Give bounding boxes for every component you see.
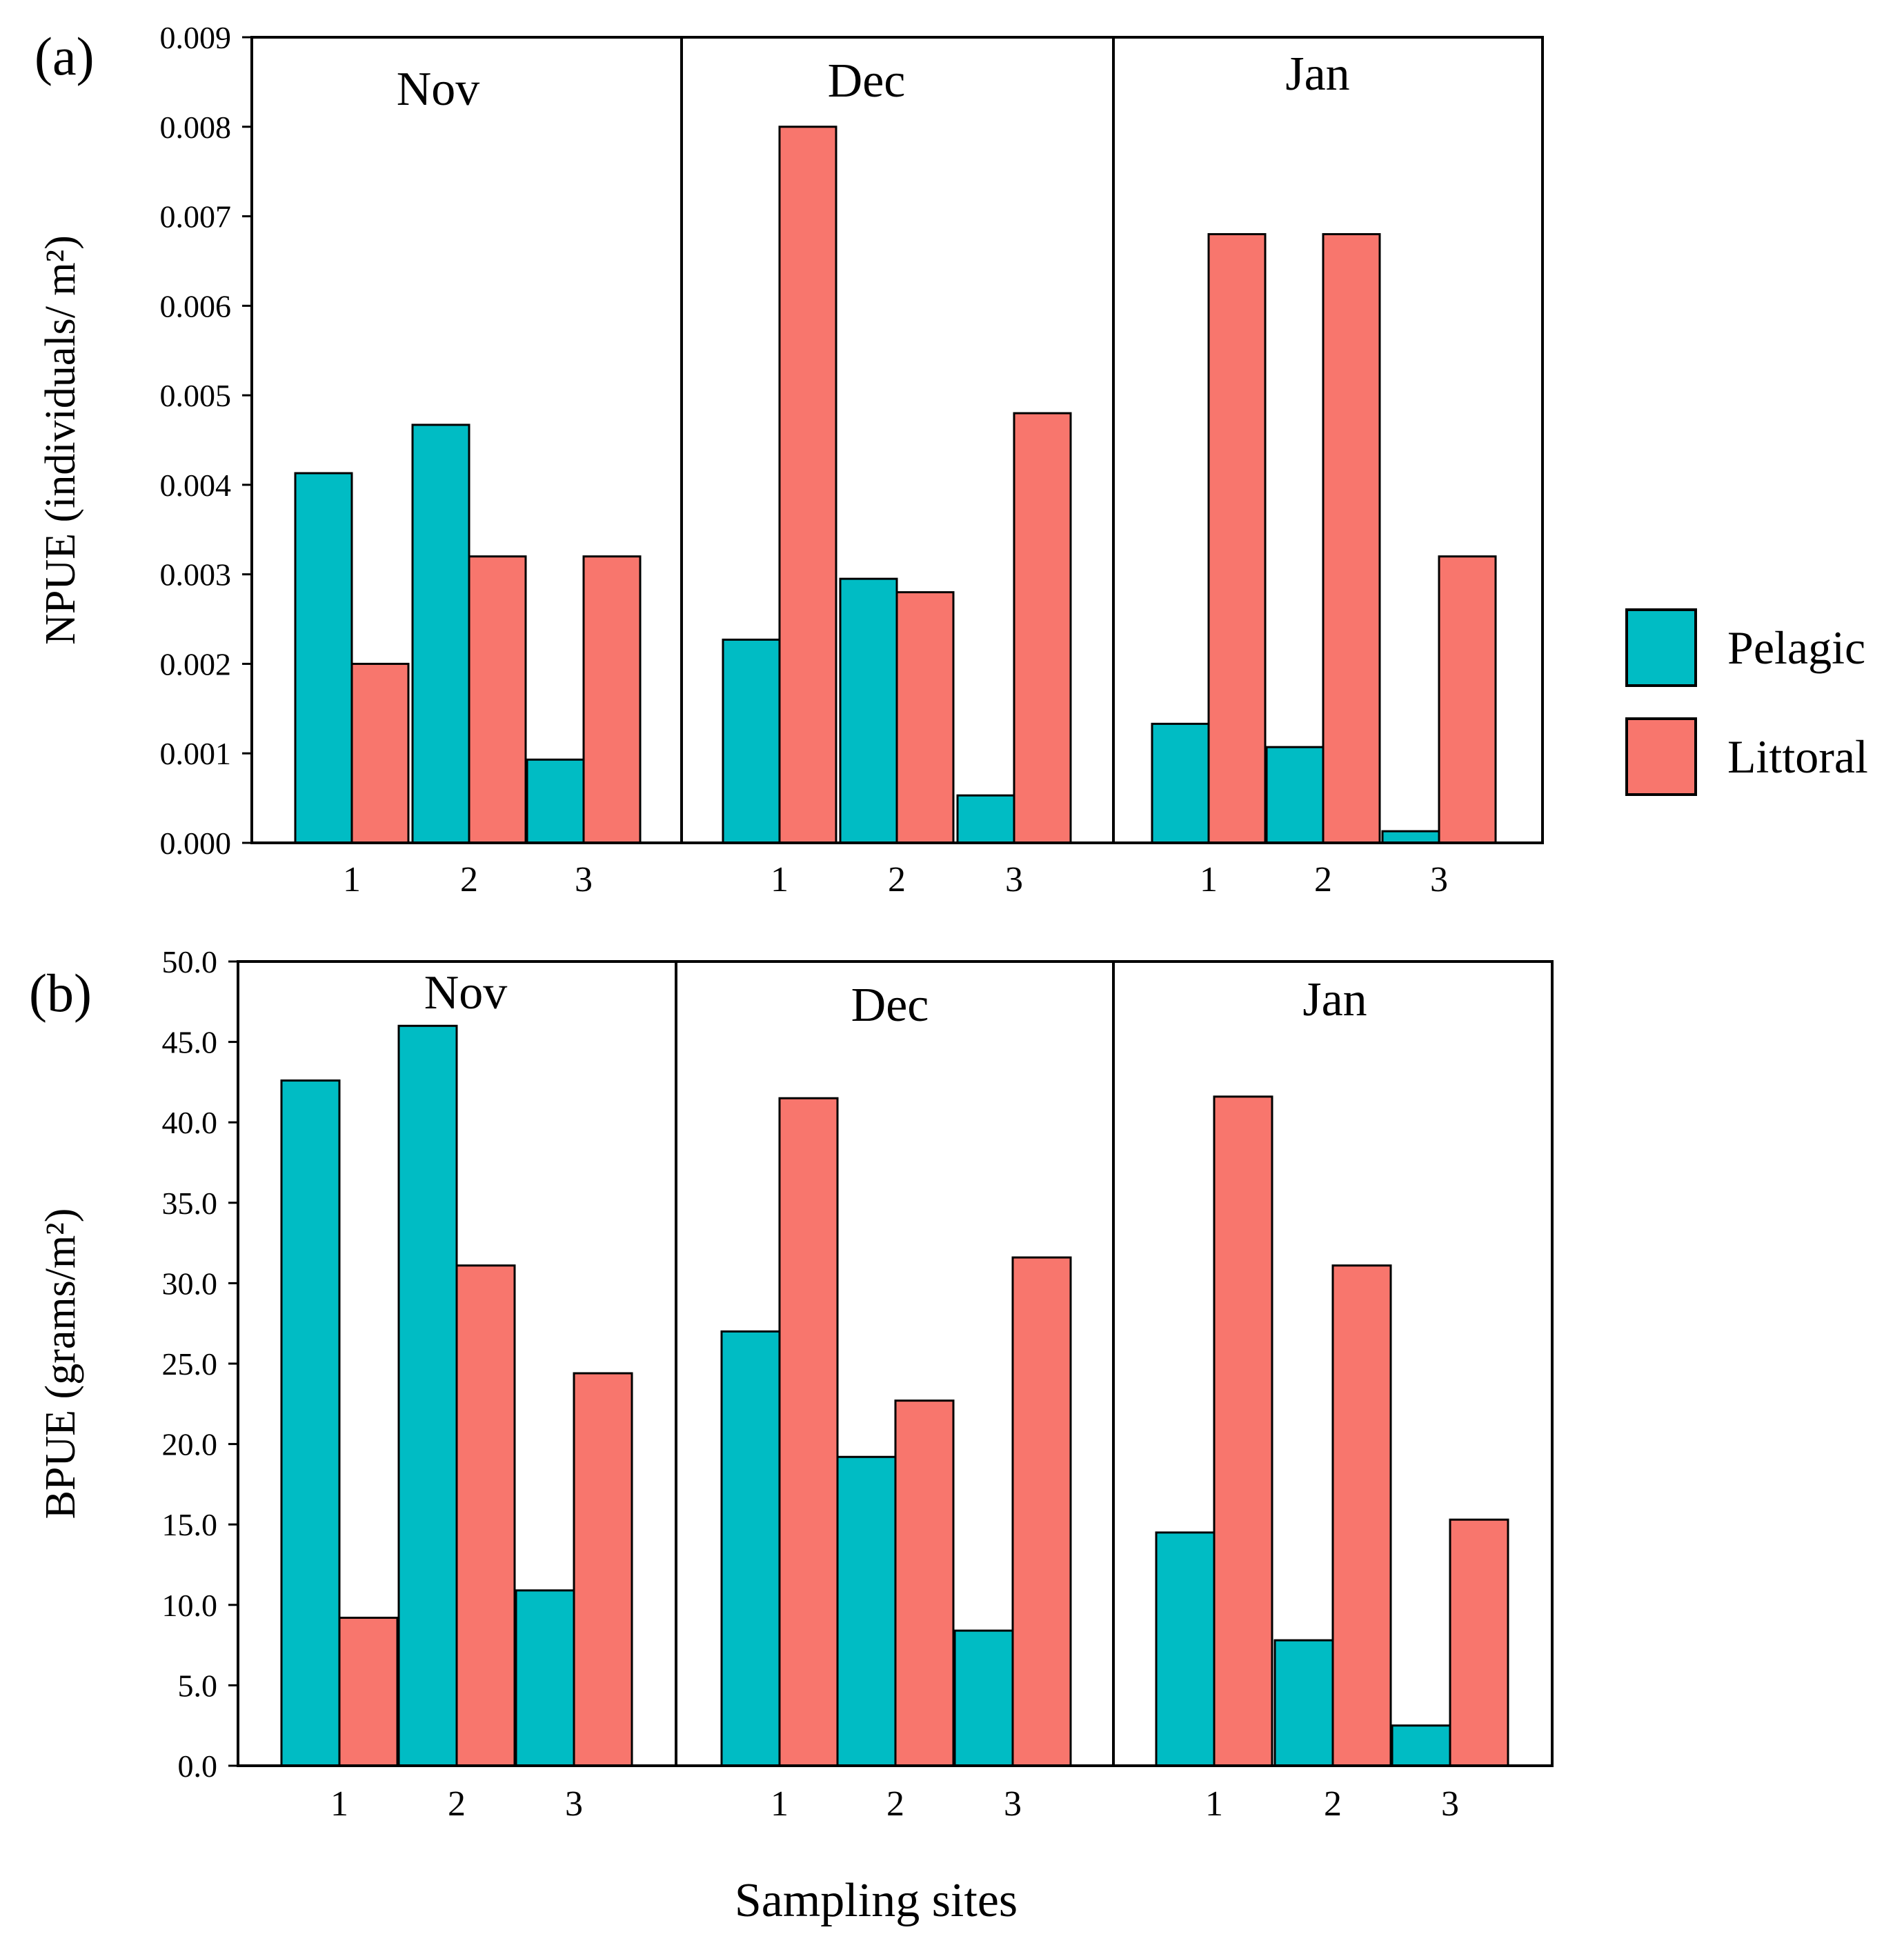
y-tick-label: 0.009 <box>160 20 232 55</box>
x-tick-label: 2 <box>1324 1784 1342 1824</box>
bar-jan-site1-littoral <box>1213 1095 1273 1767</box>
x-tick-label: 3 <box>1005 860 1023 899</box>
facet-month-label: Dec <box>828 54 906 108</box>
legend: Pelagic Littoral <box>1625 608 1868 796</box>
y-tick-label: 5.0 <box>178 1668 218 1703</box>
panel-letter: (b) <box>29 963 92 1023</box>
y-tick-label: 0.004 <box>160 468 232 503</box>
y-tick-label: 0.001 <box>160 736 232 771</box>
legend-swatch-littoral <box>1625 717 1697 796</box>
y-tick-label: 0.008 <box>160 110 232 145</box>
bar-jan-site3-pelagic <box>1381 830 1440 844</box>
legend-label-pelagic: Pelagic <box>1727 621 1865 674</box>
y-tick-label: 45.0 <box>162 1025 218 1060</box>
y-tick-label: 0.000 <box>160 826 232 861</box>
bar-jan-site2-pelagic <box>1273 1639 1334 1767</box>
bar-jan-site1-pelagic <box>1155 1531 1216 1767</box>
y-tick-label: 50.0 <box>162 944 218 979</box>
facet-month-label: Dec <box>851 979 929 1032</box>
x-tick-label: 1 <box>330 1784 348 1824</box>
y-tick-label: 40.0 <box>162 1105 218 1140</box>
bar-nov-site3-pelagic <box>526 758 585 844</box>
panel-a-npue: 1 2 3 Nov 1 2 3 Dec 1 2 3 Jan 0.000 0.001 0.002 0.003 0.… <box>34 20 1544 899</box>
x-tick-label: 3 <box>1004 1784 1022 1824</box>
y-tick-label: 0.007 <box>160 199 232 235</box>
facet-month-label: Jan <box>1285 48 1349 101</box>
y-tick-label: 0.006 <box>160 288 232 323</box>
bar-nov-site1-pelagic <box>294 472 353 844</box>
facet-month-label: Nov <box>397 63 480 116</box>
bar-dec-site2-littoral <box>895 591 955 844</box>
bar-dec-site3-littoral <box>1013 412 1072 844</box>
x-tick-label: 1 <box>1205 1784 1223 1824</box>
bar-jan-site2-littoral <box>1331 1264 1392 1767</box>
legend-swatch-pelagic <box>1625 608 1697 687</box>
x-tick-label: 1 <box>771 1784 789 1824</box>
x-tick-label: 1 <box>771 860 789 899</box>
bar-nov-site2-pelagic <box>397 1024 458 1767</box>
panel-b-bpue: 1 2 3 Nov 1 2 3 Dec 1 2 3 Jan 0.0 5.0 10.0 15.0 20.0 25.0… <box>29 944 1554 1824</box>
bar-jan-site3-littoral <box>1449 1518 1509 1767</box>
y-tick-label: 10.0 <box>162 1588 218 1623</box>
bar-jan-site1-littoral <box>1207 233 1267 844</box>
x-tick-label: 3 <box>1430 860 1448 899</box>
x-tick-label: 2 <box>886 1784 904 1824</box>
y-tick-label: 25.0 <box>162 1346 218 1382</box>
bar-dec-site3-pelagic <box>953 1629 1014 1767</box>
y-tick-label: 35.0 <box>162 1186 218 1221</box>
bar-nov-site3-littoral <box>573 1372 633 1767</box>
bar-nov-site2-littoral <box>468 555 527 844</box>
y-tick-label: 0.0 <box>178 1748 218 1784</box>
bar-jan-site2-littoral <box>1322 233 1381 844</box>
y-tick-label: 20.0 <box>162 1427 218 1462</box>
y-axis-label: BPUE (grams/m²) <box>37 1208 84 1519</box>
bar-nov-site3-littoral <box>582 555 642 844</box>
x-tick-label: 2 <box>448 1784 466 1824</box>
bar-dec-site1-pelagic <box>720 1330 781 1767</box>
bar-dec-site3-littoral <box>1011 1256 1072 1767</box>
legend-label-littoral: Littoral <box>1727 730 1868 783</box>
x-tick-label: 1 <box>1200 860 1218 899</box>
y-tick-label: 0.002 <box>160 646 232 681</box>
bar-jan-site3-littoral <box>1438 555 1497 844</box>
plot-frame <box>250 36 1544 844</box>
bar-dec-site2-pelagic <box>839 577 898 844</box>
facet-month-label: Jan <box>1302 973 1367 1026</box>
bar-dec-site3-pelagic <box>956 794 1015 844</box>
bar-dec-site1-littoral <box>778 1097 839 1767</box>
y-tick-label: 15.0 <box>162 1507 218 1542</box>
bar-jan-site3-pelagic <box>1391 1724 1451 1767</box>
panel-letter: (a) <box>34 26 95 86</box>
x-tick-label: 2 <box>888 860 906 899</box>
x-tick-label: 3 <box>575 860 593 899</box>
bar-jan-site1-pelagic <box>1151 722 1210 844</box>
facet-month-label: Nov <box>424 966 508 1019</box>
y-tick-label: 0.005 <box>160 378 232 413</box>
shared-x-axis-label: Sampling sites <box>735 1874 1018 1927</box>
y-tick-label: 30.0 <box>162 1266 218 1301</box>
bar-nov-site3-pelagic <box>515 1589 575 1767</box>
y-tick-label: 0.003 <box>160 557 232 592</box>
bar-nov-site1-pelagic <box>280 1079 341 1767</box>
x-tick-label: 3 <box>565 1784 583 1824</box>
x-tick-label: 2 <box>1314 860 1332 899</box>
bar-nov-site1-littoral <box>350 662 410 844</box>
bar-dec-site2-pelagic <box>836 1455 897 1767</box>
bar-jan-site2-pelagic <box>1265 746 1325 844</box>
bar-nov-site1-littoral <box>338 1616 399 1767</box>
bar-nov-site2-pelagic <box>411 424 470 844</box>
x-tick-label: 1 <box>343 860 361 899</box>
bar-dec-site1-littoral <box>778 126 837 844</box>
x-tick-label: 2 <box>460 860 478 899</box>
x-tick-label: 3 <box>1441 1784 1459 1824</box>
bar-dec-site1-pelagic <box>722 638 781 844</box>
bar-nov-site2-littoral <box>455 1264 516 1767</box>
bar-dec-site2-littoral <box>894 1399 955 1767</box>
y-axis-label: NPUE (individuals/ m²) <box>37 235 84 645</box>
